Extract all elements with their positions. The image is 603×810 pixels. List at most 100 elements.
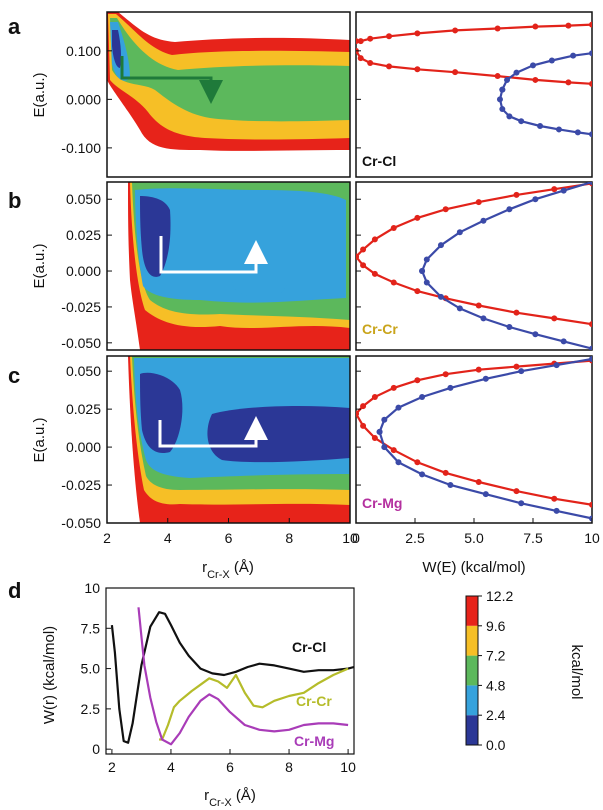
- data-point-red: [367, 59, 374, 66]
- xtick-label-d: 10: [340, 759, 356, 775]
- data-point-blue: [589, 515, 592, 522]
- panel-d-ylabel: W(r) (kcal/mol): [41, 626, 58, 724]
- data-point-red: [551, 315, 558, 322]
- data-point-red: [386, 33, 393, 40]
- data-point-blue: [555, 126, 562, 133]
- ytick-label-a: -0.100: [61, 140, 101, 156]
- data-point-blue: [437, 242, 444, 249]
- data-point-blue: [560, 338, 567, 345]
- data-point-red: [589, 21, 592, 28]
- fit-curve-blue: [498, 89, 592, 136]
- ytick-label-b: 0.000: [66, 263, 101, 279]
- data-point-red: [390, 279, 397, 286]
- panel-a-contour: [107, 12, 350, 177]
- xtick-label-c: 6: [225, 530, 233, 546]
- panel-b-frame: [106, 181, 351, 351]
- colorbar-segment: [466, 655, 478, 686]
- series-label-cr-cr: Cr-Cr: [296, 693, 332, 709]
- fit-curve-red: [356, 182, 592, 258]
- ytick-label-b: -0.025: [61, 299, 101, 315]
- panel-a-right-curves: [356, 21, 592, 138]
- data-point-red: [452, 27, 459, 34]
- data-point-red: [386, 63, 393, 70]
- data-point-red: [357, 38, 364, 45]
- data-point-red: [442, 469, 449, 476]
- data-point-blue: [480, 315, 487, 322]
- panel-label-c: c: [8, 363, 20, 388]
- data-point-blue: [518, 368, 525, 375]
- panel-label-d: d: [8, 578, 21, 603]
- data-point-blue: [456, 305, 463, 312]
- data-point-red: [414, 66, 421, 73]
- series-line-cr-mg: [137, 607, 349, 746]
- data-point-red: [513, 363, 520, 370]
- colorbar-unit-label: kcal/mol: [568, 644, 585, 699]
- fit-curve-blue: [421, 182, 592, 272]
- data-point-blue: [506, 206, 513, 213]
- xtick-label-c-right: 5.0: [464, 530, 484, 546]
- panel-b-right-frame: [355, 181, 593, 351]
- data-point-red: [360, 403, 367, 410]
- green-arrow: [120, 56, 223, 104]
- ytick-label-c: 0.025: [66, 401, 101, 417]
- panel-a-ylabel: E(a.u.): [31, 72, 48, 117]
- data-point-red: [360, 246, 367, 253]
- colorbar-segment: [466, 596, 478, 626]
- ytick-label-d: 10: [84, 580, 100, 596]
- series-label-cr-mg: Cr-Mg: [294, 733, 334, 749]
- data-point-red: [356, 410, 359, 417]
- fit-curve-red: [356, 255, 592, 326]
- data-point-blue: [518, 118, 525, 125]
- system-label-cr-mg: Cr-Mg: [362, 495, 402, 511]
- data-point-red: [475, 479, 482, 486]
- data-point-blue: [548, 57, 555, 64]
- data-point-blue: [437, 293, 444, 300]
- data-point-blue: [419, 393, 426, 400]
- data-point-blue: [504, 76, 511, 83]
- xtick-label-d: 8: [285, 759, 293, 775]
- xtick-label-d: 2: [108, 759, 116, 775]
- contour-band-green: [110, 18, 350, 122]
- ytick-label-d: 7.5: [81, 620, 101, 636]
- data-point-red: [475, 199, 482, 206]
- contour-island-lightblue: [229, 222, 294, 298]
- panel-d-frame: [105, 587, 355, 755]
- data-point-red: [513, 488, 520, 495]
- colorbar-tick-label: 4.8: [486, 677, 506, 693]
- xtick-label-c: 4: [164, 530, 172, 546]
- panel-b-contour: [107, 182, 350, 350]
- data-point-blue: [499, 86, 506, 93]
- data-point-red: [475, 302, 482, 309]
- data-point-blue: [419, 268, 426, 275]
- data-point-blue: [395, 459, 402, 466]
- colorbar: 12.2 9.6 7.2 4.8 2.4 0.0: [465, 588, 513, 753]
- data-point-blue: [530, 62, 536, 69]
- ytick-label-d: 5.0: [81, 661, 101, 677]
- white-arrow-c: [158, 416, 268, 448]
- colorbar-tick-label: 0.0: [486, 737, 506, 753]
- contour-band-darkblue-right: [207, 406, 350, 463]
- data-point-blue: [506, 113, 513, 120]
- data-point-blue: [589, 182, 592, 185]
- series-label-cr-cl: Cr-Cl: [292, 639, 326, 655]
- data-point-red: [367, 35, 374, 42]
- data-point-red: [414, 288, 421, 295]
- ytick-label-b: -0.050: [61, 335, 101, 351]
- data-point-red: [494, 25, 501, 32]
- data-point-red: [494, 73, 501, 80]
- ytick-label-c: 0.050: [66, 363, 101, 379]
- data-point-blue: [532, 331, 539, 338]
- data-point-red: [442, 206, 449, 213]
- data-point-red: [589, 321, 592, 328]
- data-point-red: [513, 309, 520, 316]
- data-point-red: [513, 191, 520, 198]
- data-point-red: [442, 371, 449, 378]
- data-point-red: [360, 422, 367, 429]
- data-point-blue: [419, 471, 426, 478]
- data-point-blue: [496, 96, 503, 103]
- colorbar-tick-label: 7.2: [486, 648, 506, 664]
- data-point-blue: [589, 345, 592, 350]
- data-point-blue: [506, 324, 513, 331]
- data-point-red: [357, 55, 364, 62]
- fit-curve-red: [356, 50, 592, 85]
